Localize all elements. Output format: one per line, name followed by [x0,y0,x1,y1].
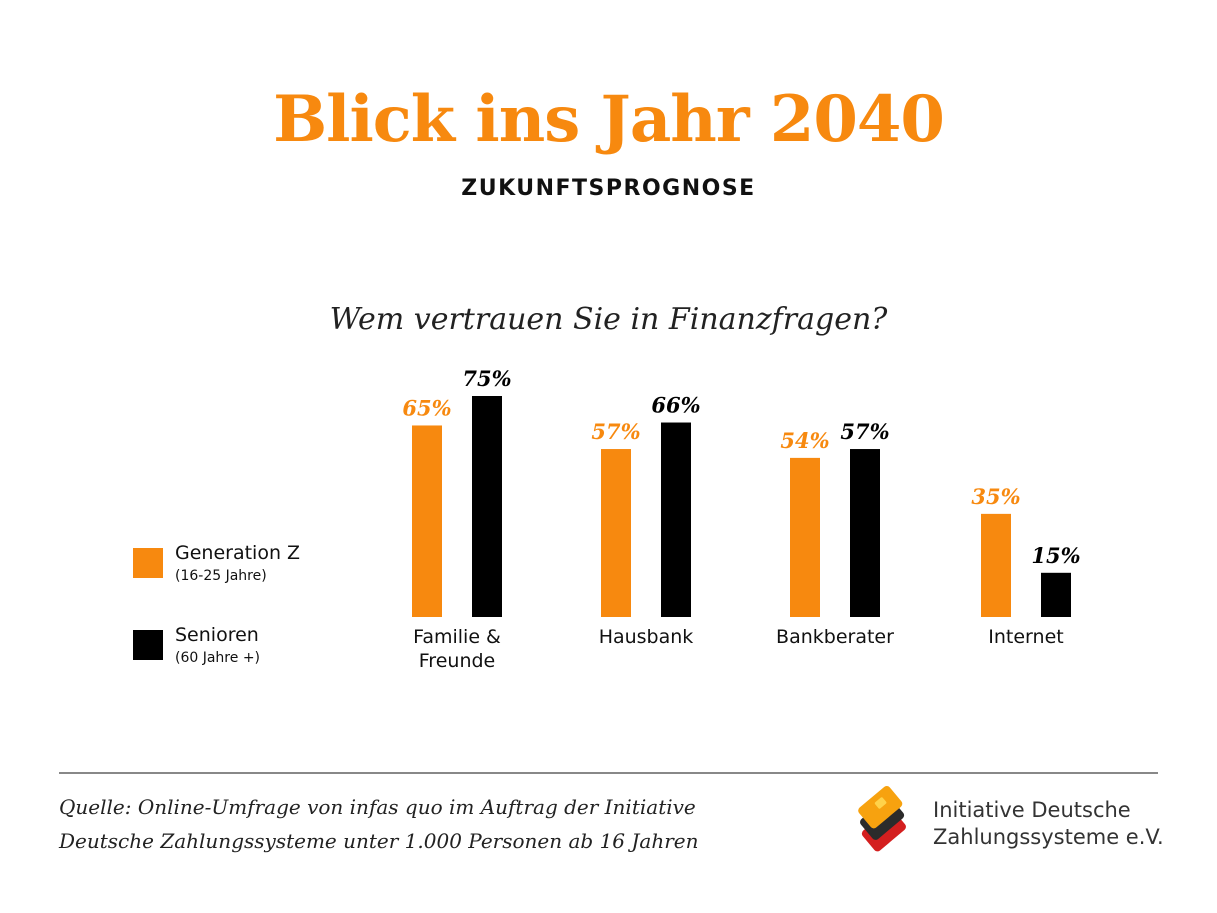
category-label: Familie & [413,626,501,648]
legend-swatch-senioren [133,630,163,660]
legend-label: Generation Z [175,542,301,564]
chart-question: Wem vertrauen Sie in Finanzfragen? [329,302,888,337]
page-subtitle: ZUKUNFTSPROGNOSE [461,176,756,201]
bar-chart: 65% 75% Familie &Freunde 57% 66% Hausbank 54% 5… [402,366,1080,672]
data-label: 35% [971,484,1020,509]
category-label: Internet [988,626,1063,648]
legend-label: Senioren [175,624,259,646]
category-label: Hausbank [599,626,694,648]
source-note: Quelle: Online-Umfrage von infas quo im … [59,790,819,858]
data-label: 75% [462,366,511,391]
logo-text: Initiative Deutsche Zahlungssysteme e.V. [933,797,1164,851]
data-label: 66% [651,393,700,418]
data-label: 15% [1031,543,1080,568]
bar-bankberater-senioren [850,449,880,617]
bar-internet-senioren [1041,572,1071,617]
data-label: 54% [780,428,829,453]
logo-line: Zahlungssysteme e.V. [933,825,1164,849]
bar-bankberater-generation-z [790,457,820,617]
bar-internet-generation-z [981,513,1011,617]
data-label: 57% [591,419,640,444]
bar-hausbank-generation-z [601,449,631,617]
bar-familie-freunde-generation-z [412,425,442,617]
cards-logo-icon [858,786,906,852]
legend-sublabel: (16-25 Jahre) [175,568,267,584]
bar-hausbank-senioren [661,422,691,617]
logo-line: Initiative Deutsche [933,798,1131,822]
footer-divider [59,772,1158,774]
category-label: Bankberater [776,626,894,648]
bar-familie-freunde-senioren [472,396,502,617]
source-line: Deutsche Zahlungssysteme unter 1.000 Per… [59,829,699,853]
legend-swatch-generation-z [133,548,163,578]
page-title: Blick ins Jahr 2040 [273,82,945,157]
data-label: 65% [402,395,451,420]
legend-sublabel: (60 Jahre +) [175,650,261,666]
source-line: Quelle: Online-Umfrage von infas quo im … [59,795,696,819]
data-label: 57% [840,419,889,444]
category-label: Freunde [419,650,495,672]
